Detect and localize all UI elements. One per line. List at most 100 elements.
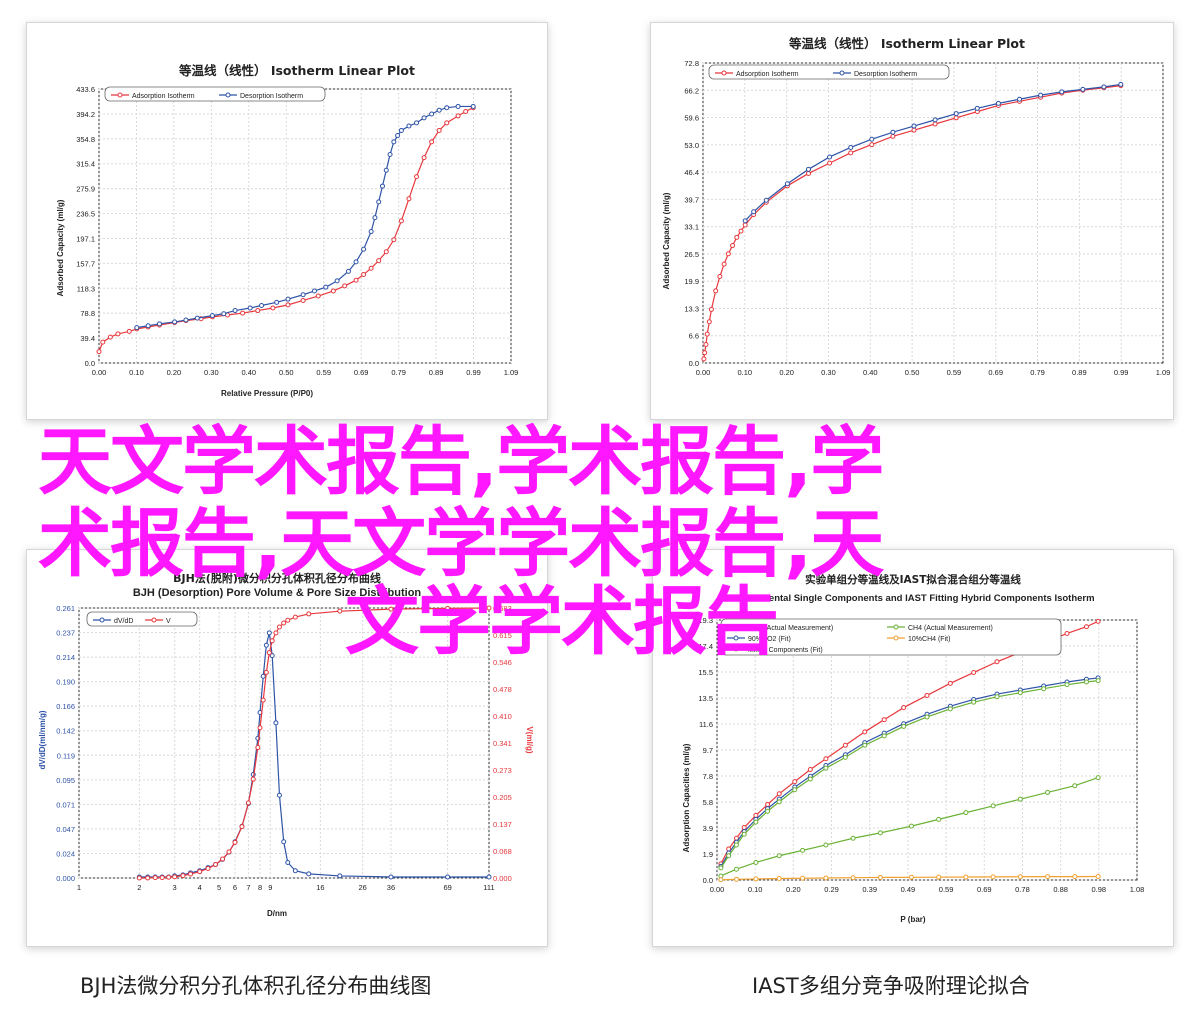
data-point (717, 273, 723, 279)
data-point (733, 866, 739, 872)
x-tick-label: 69 (443, 883, 451, 892)
data-point (741, 824, 747, 830)
data-point (205, 866, 211, 872)
x-tick-label: 0.59 (939, 885, 954, 894)
data-point (733, 876, 739, 882)
data-point (721, 261, 727, 267)
legend-marker (99, 617, 105, 623)
data-point (1038, 92, 1044, 98)
data-point (156, 321, 162, 327)
data-point (947, 706, 953, 712)
legend (104, 86, 326, 102)
data-point (391, 237, 397, 243)
data-point (1045, 874, 1051, 880)
data-point (376, 258, 382, 264)
data-point (259, 302, 265, 308)
legend-label: Adsorption Isotherm (736, 71, 799, 78)
legend-marker (225, 92, 231, 98)
y-tick-label: 0.095 (56, 776, 75, 785)
x-tick-label: 0.40 (863, 368, 878, 377)
data-point (239, 824, 245, 830)
plot-area (78, 607, 490, 879)
x-tick-label: 1.09 (504, 368, 519, 377)
data-point (765, 808, 771, 814)
y2-tick-label: 0.137 (493, 820, 512, 829)
data-point (908, 823, 914, 829)
legend (708, 64, 950, 80)
data-point (330, 288, 336, 294)
data-point (1045, 789, 1051, 795)
y-tick-label: 78.8 (80, 309, 95, 318)
data-point (152, 875, 158, 881)
isotherm-chart-2: 等温线（线性） Isotherm Linear Plot Adsorbed Ca… (662, 36, 1170, 377)
legend-marker (733, 646, 739, 652)
legend (720, 618, 1062, 656)
data-point (429, 139, 435, 145)
data-point (136, 875, 142, 881)
x-axis-label: P (bar) (900, 915, 926, 924)
data-point (221, 311, 227, 317)
y-axis-label: dV/dD(ml/nm/g) (38, 710, 47, 769)
iast-chart: 实验单组分等温线及IAST拟合混合组分等温线 Experimental Sing… (682, 573, 1144, 924)
data-point (862, 742, 868, 748)
data-point (285, 296, 291, 302)
data-point (337, 873, 343, 879)
x-tick-label: 7 (246, 883, 250, 892)
x-tick-label: 16 (316, 883, 324, 892)
data-point (1095, 873, 1101, 879)
x-tick-label: 0.10 (748, 885, 763, 894)
legend-marker (893, 624, 899, 630)
y-tick-label: 0.0 (703, 876, 713, 885)
chart-panel-iast: 实验单组分等温线及IAST拟合混合组分等温线 Experimental Sing… (652, 549, 1174, 947)
data-point (429, 111, 435, 117)
data-point (792, 779, 798, 785)
series-line-1 (720, 777, 1099, 877)
data-point (842, 742, 848, 748)
legend-marker (117, 92, 123, 98)
data-point (848, 150, 854, 156)
data-point (260, 673, 266, 679)
data-point (266, 630, 272, 636)
data-point (445, 874, 451, 880)
x-tick-label: 0.49 (901, 885, 916, 894)
y-tick-label: 17.4 (698, 642, 713, 651)
y-tick-label: 0.237 (56, 629, 75, 638)
chart-title-line2: Experimental Single Components and IAST … (731, 593, 1094, 604)
data-point (368, 229, 374, 235)
legend-label: CH4 (Actual Measurement) (908, 625, 993, 632)
x-tick-label: 0.20 (779, 368, 794, 377)
data-point (194, 315, 200, 321)
data-point (353, 277, 359, 283)
y-tick-label: 13.5 (698, 694, 713, 703)
data-point (753, 859, 759, 865)
data-point (924, 714, 930, 720)
data-point (306, 871, 312, 877)
data-point (800, 875, 806, 881)
data-point (924, 692, 930, 698)
data-point (379, 183, 385, 189)
data-point (115, 331, 121, 337)
data-point (974, 105, 980, 111)
x-tick-label: 0.00 (696, 368, 711, 377)
x-tick-label: 0.20 (786, 885, 801, 894)
y-tick-label: 39.4 (80, 334, 95, 343)
y2-tick-label: 0.000 (493, 874, 512, 883)
data-point (1072, 874, 1078, 880)
data-point (180, 873, 186, 879)
data-point (361, 272, 367, 278)
y-tick-label: 19.3 (698, 616, 713, 625)
y-tick-label: 0.166 (56, 702, 75, 711)
y-tick-label: 13.3 (684, 304, 699, 313)
data-point (1072, 783, 1078, 789)
data-point (776, 853, 782, 859)
data-point (936, 816, 942, 822)
data-point (315, 293, 321, 299)
data-point (792, 787, 798, 793)
x-axis-label: Relative Pressure (P/P0) (221, 389, 313, 398)
data-point (734, 234, 740, 240)
data-point (436, 107, 442, 113)
x-tick-label: 0.40 (242, 368, 257, 377)
data-point (806, 170, 812, 176)
data-point (806, 166, 812, 172)
data-point (1095, 678, 1101, 684)
